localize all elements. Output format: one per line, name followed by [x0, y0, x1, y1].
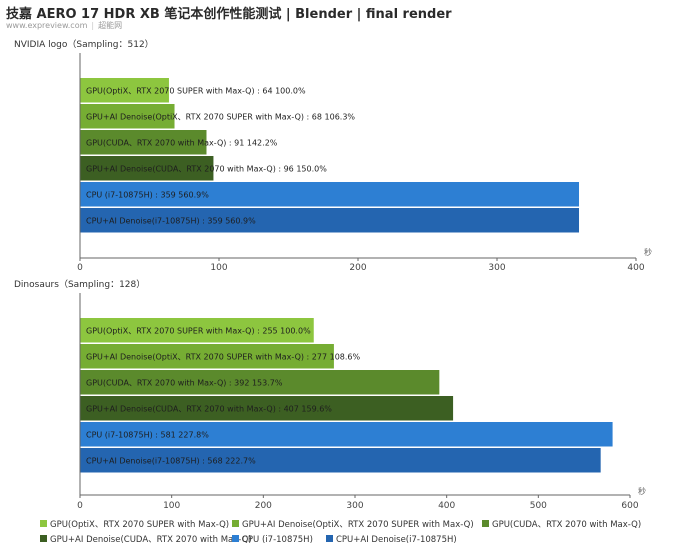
x-tick-label: 200	[349, 263, 366, 273]
x-tick-label: 500	[530, 501, 547, 511]
x-tick-label: 200	[255, 501, 272, 511]
chart-1: NVIDIA logo（Sampling：512） GPU(OptiX、RTX 2…	[14, 39, 652, 273]
x-tick-label: 100	[210, 263, 227, 273]
x-tick-label: 300	[346, 501, 363, 511]
watermark-site: www.expreview.com	[6, 21, 88, 30]
chart-2: Dinosaurs（Sampling：128） GPU(OptiX、RTX 207…	[14, 279, 646, 511]
chart-title: Dinosaurs（Sampling：128）	[14, 279, 145, 290]
page-title: 技嘉 AERO 17 HDR XB 笔记本创作性能测试 | Blender | …	[6, 7, 452, 22]
bar	[80, 370, 440, 395]
x-tick-label: 0	[77, 501, 83, 511]
bar	[80, 422, 613, 447]
legend-swatch	[40, 520, 47, 527]
legend-label: CPU+AI Denoise(i7-10875H)	[336, 535, 457, 545]
x-tick-label: 400	[438, 501, 455, 511]
bar-label: CPU (i7-10875H) : 581 227.8%	[86, 430, 209, 439]
bar	[80, 396, 454, 421]
legend-swatch	[326, 535, 333, 542]
bar	[80, 318, 314, 343]
legend: GPU(OptiX、RTX 2070 SUPER with Max-Q) GPU+…	[40, 520, 641, 545]
legend-swatch	[232, 535, 239, 542]
watermark: www.expreview.com | 超能网	[6, 20, 122, 31]
x-tick-label: 0	[77, 263, 83, 273]
legend-label: GPU+AI Denoise(OptiX、RTX 2070 SUPER with…	[242, 520, 474, 530]
x-axis-unit: 秒	[638, 486, 646, 496]
legend-swatch	[232, 520, 239, 527]
x-tick-label: 400	[627, 263, 644, 273]
bar	[80, 182, 580, 207]
bar	[80, 208, 580, 233]
bar	[80, 448, 601, 473]
x-tick-label: 600	[621, 501, 638, 511]
legend-label: GPU(CUDA、RTX 2070 with Max-Q)	[492, 520, 641, 530]
bar-label: CPU+AI Denoise(i7-10875H) : 568 222.7%	[86, 456, 256, 465]
bar-label: CPU (i7-10875H) : 359 560.9%	[86, 190, 209, 199]
bar-label: GPU+AI Denoise(CUDA、RTX 2070 with Max-Q)…	[86, 404, 332, 413]
bar	[80, 78, 169, 103]
legend-label: GPU(OptiX、RTX 2070 SUPER with Max-Q)	[50, 520, 229, 530]
bar-label: GPU(CUDA、RTX 2070 with Max-Q) : 91 142.2…	[86, 138, 278, 147]
bar-label: GPU(OptiX、RTX 2070 SUPER with Max-Q) : 2…	[86, 326, 311, 335]
bar-label: CPU+AI Denoise(i7-10875H) : 359 560.9%	[86, 216, 256, 225]
bar	[80, 156, 214, 181]
legend-label: GPU+AI Denoise(CUDA、RTX 2070 with Max-Q)	[50, 535, 252, 545]
x-tick-label: 100	[163, 501, 180, 511]
watermark-author: 超能网	[98, 21, 123, 30]
legend-swatch	[482, 520, 489, 527]
x-tick-label: 300	[488, 263, 505, 273]
chart-title: NVIDIA logo（Sampling：512）	[14, 39, 154, 50]
bar	[80, 130, 207, 155]
x-axis-unit: 秒	[644, 247, 652, 257]
legend-swatch	[40, 535, 47, 542]
bar	[80, 344, 334, 369]
bar-label: GPU(OptiX、RTX 2070 SUPER with Max-Q) : 6…	[86, 86, 306, 95]
watermark-separator: |	[91, 21, 95, 30]
bar-label: GPU+AI Denoise(CUDA、RTX 2070 with Max-Q)…	[86, 164, 327, 173]
bar-label: GPU+AI Denoise(OptiX、RTX 2070 SUPER with…	[86, 352, 361, 361]
legend-label: CPU (i7-10875H)	[242, 535, 313, 545]
bar	[80, 104, 175, 129]
bar-label: GPU(CUDA、RTX 2070 with Max-Q) : 392 153.…	[86, 378, 283, 387]
bar-label: GPU+AI Denoise(OptiX、RTX 2070 SUPER with…	[86, 112, 355, 121]
